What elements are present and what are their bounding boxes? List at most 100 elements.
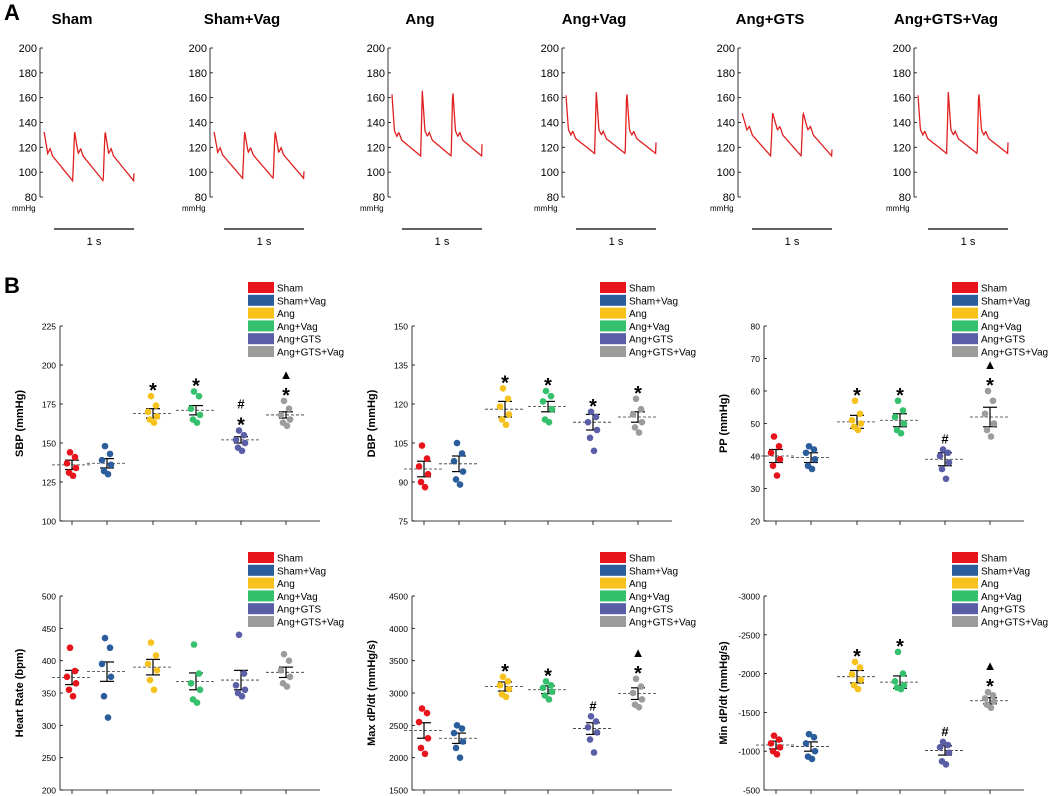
data-point bbox=[811, 747, 819, 755]
legend-label: Sham+Vag bbox=[277, 566, 326, 577]
data-point bbox=[72, 464, 80, 472]
y-tick-label: 70 bbox=[751, 354, 761, 364]
legend-label: Ang+Vag bbox=[277, 322, 318, 333]
data-point bbox=[277, 411, 285, 419]
significance-mark: # bbox=[941, 432, 949, 447]
trace-y-tick-label: 160 bbox=[893, 93, 911, 105]
data-point bbox=[808, 465, 816, 473]
scalebar-label: 1 s bbox=[609, 236, 624, 248]
trace-y-tick-label: 180 bbox=[717, 68, 735, 80]
data-point bbox=[854, 426, 862, 434]
data-point bbox=[187, 405, 195, 412]
data-point bbox=[773, 472, 781, 479]
significance-mark: * bbox=[501, 661, 509, 683]
data-point bbox=[773, 751, 781, 758]
legend-swatch bbox=[600, 564, 626, 576]
data-point bbox=[452, 744, 460, 752]
significance-mark: * bbox=[986, 676, 994, 698]
trace-unit-label: mmHg bbox=[886, 204, 910, 213]
data-point bbox=[936, 744, 944, 751]
data-point bbox=[767, 740, 775, 747]
data-point bbox=[458, 450, 466, 457]
y-tick-label: 4500 bbox=[389, 592, 408, 602]
significance-mark: * bbox=[192, 376, 200, 398]
legend-label: Ang+GTS bbox=[277, 335, 322, 346]
data-point bbox=[144, 408, 152, 416]
scalebar-label: 1 s bbox=[257, 236, 272, 248]
y-tick-label: 20 bbox=[751, 517, 761, 527]
pressure-trace-line bbox=[213, 131, 305, 181]
trace-y-tick-label: 200 bbox=[717, 43, 735, 55]
data-point bbox=[452, 476, 460, 483]
significance-mark: * bbox=[282, 385, 290, 407]
data-point bbox=[285, 657, 293, 664]
data-point bbox=[104, 714, 112, 721]
data-point bbox=[72, 680, 80, 687]
data-point bbox=[592, 718, 600, 725]
data-point bbox=[769, 462, 777, 470]
data-point bbox=[232, 681, 240, 689]
data-point bbox=[69, 692, 77, 700]
legend-swatch bbox=[248, 564, 274, 576]
data-point bbox=[238, 692, 246, 700]
y-tick-label: 400 bbox=[42, 656, 56, 666]
data-point bbox=[981, 695, 989, 702]
y-tick-label: 90 bbox=[399, 478, 409, 488]
data-point bbox=[280, 397, 288, 405]
data-point bbox=[990, 420, 998, 427]
data-point bbox=[629, 411, 637, 418]
trace-y-tick-label: 120 bbox=[367, 142, 385, 154]
data-point bbox=[547, 681, 555, 689]
data-point bbox=[545, 696, 553, 703]
data-point bbox=[548, 405, 556, 413]
data-point bbox=[499, 673, 507, 681]
legend-swatch bbox=[600, 603, 626, 615]
data-point bbox=[548, 688, 556, 696]
trace-title: Ang+Vag bbox=[562, 11, 627, 28]
scalebar-label: 1 s bbox=[87, 236, 102, 248]
legend-swatch bbox=[248, 590, 274, 602]
data-point bbox=[196, 411, 204, 419]
y-tick-label: 250 bbox=[42, 753, 56, 763]
significance-mark: * bbox=[544, 375, 552, 397]
trace-y-tick-label: 160 bbox=[541, 93, 559, 105]
y-tick-label: -2500 bbox=[738, 630, 760, 640]
data-point bbox=[502, 421, 510, 429]
y-tick-label: 100 bbox=[42, 517, 56, 527]
legend-swatch bbox=[248, 603, 274, 615]
trace-y-tick-label: 200 bbox=[19, 43, 37, 55]
data-point bbox=[283, 422, 291, 430]
data-point bbox=[63, 459, 71, 467]
trace-y-tick-label: 120 bbox=[717, 142, 735, 154]
legend-label: Ang bbox=[981, 579, 999, 590]
panel-label-b: B bbox=[4, 273, 20, 298]
scatter-panel-2: 75 90 105 120 135 150 DBP (mmHg) * * * * ShamSham+V… bbox=[366, 282, 696, 527]
significance-mark: * bbox=[237, 415, 245, 437]
data-point bbox=[238, 447, 246, 455]
data-point bbox=[545, 418, 553, 426]
data-point bbox=[894, 397, 902, 405]
significance-mark: * bbox=[986, 375, 994, 397]
data-point bbox=[808, 755, 816, 763]
data-point bbox=[193, 419, 201, 427]
y-tick-label: -1000 bbox=[738, 747, 760, 757]
data-point bbox=[632, 675, 640, 683]
legend-swatch bbox=[600, 333, 626, 345]
trace-y-tick-label: 200 bbox=[541, 43, 559, 55]
trace-y-tick-label: 180 bbox=[367, 68, 385, 80]
y-axis-label: Heart Rate (bpm) bbox=[14, 648, 26, 737]
y-tick-label: 75 bbox=[399, 517, 409, 527]
legend-label: Ang+GTS+Vag bbox=[277, 618, 344, 629]
data-point bbox=[944, 741, 952, 749]
legend-label: Sham bbox=[629, 284, 655, 295]
trace-y-tick-label: 100 bbox=[541, 167, 559, 179]
trace-y-tick-label: 80 bbox=[899, 192, 911, 204]
data-point bbox=[539, 684, 547, 692]
data-point bbox=[590, 447, 598, 455]
y-tick-label: 120 bbox=[394, 400, 408, 410]
data-point bbox=[101, 442, 109, 450]
y-tick-label: 200 bbox=[42, 786, 56, 796]
trace-y-tick-label: 180 bbox=[893, 68, 911, 80]
legend-swatch bbox=[600, 616, 626, 627]
